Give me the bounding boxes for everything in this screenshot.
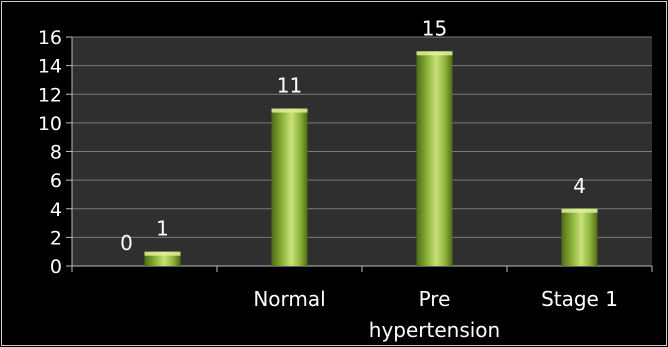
data-label: 4 <box>573 174 586 198</box>
x-tick-label: hypertension <box>369 318 500 342</box>
bar <box>271 108 308 266</box>
y-tick-label: 10 <box>38 113 62 135</box>
data-label: 1 <box>156 217 169 241</box>
y-tick-label: 0 <box>50 256 62 278</box>
bar <box>416 51 453 266</box>
bar-cap <box>271 108 308 113</box>
y-tick-label: 12 <box>38 84 62 106</box>
x-tick-label: Normal <box>253 287 325 311</box>
bar-cap <box>561 208 598 213</box>
bar <box>561 208 598 266</box>
y-tick-label: 2 <box>50 227 62 249</box>
y-tick-label: 8 <box>50 142 62 164</box>
x-tick-label: Stage 1 <box>541 287 618 311</box>
data-label: 11 <box>277 74 302 98</box>
y-tick-label: 16 <box>38 27 62 49</box>
y-tick-label: 4 <box>50 199 62 221</box>
y-tick-label: 6 <box>50 170 62 192</box>
y-tick-label: 14 <box>38 56 62 78</box>
x-tick-label: Pre <box>419 287 451 311</box>
bar-cap <box>144 251 181 256</box>
data-label: 0 <box>120 231 133 255</box>
data-label: 15 <box>422 16 447 40</box>
bar-cap <box>416 51 453 56</box>
